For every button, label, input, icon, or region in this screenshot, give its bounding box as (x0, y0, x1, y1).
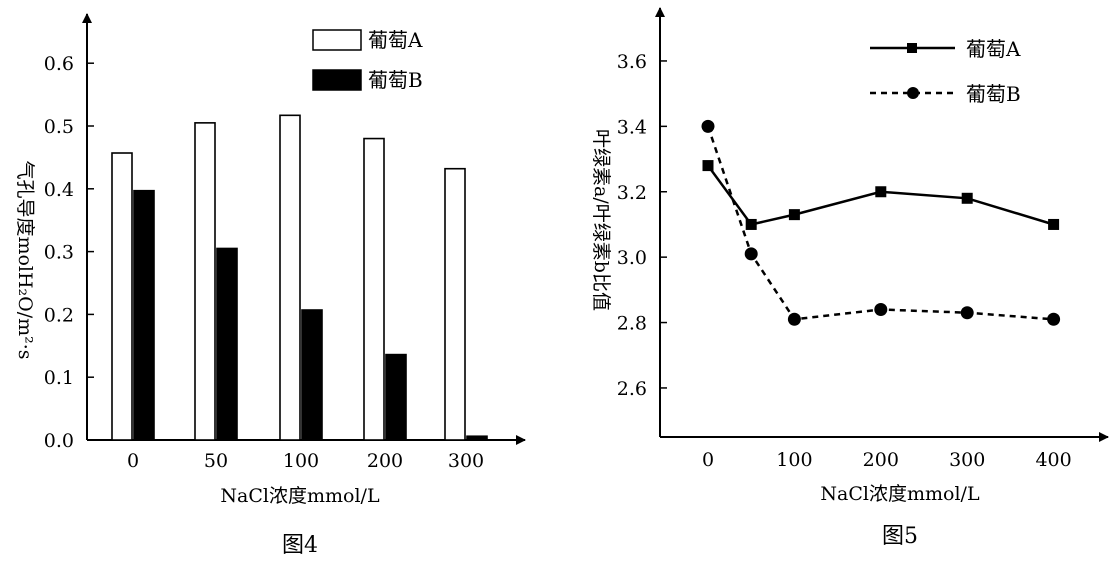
bar-grape-a (444, 167, 466, 441)
series-line-grape-a (706, 164, 1054, 226)
data-point-grape-b (1047, 312, 1061, 326)
y-axis-label: 气孔导度molH₂O/m²·s (14, 160, 36, 359)
data-point-grape-b (874, 302, 888, 316)
x-ticks: 0 50 100 200 300 (127, 450, 484, 472)
figure-caption: 图5 (882, 524, 918, 549)
x-tick-label: 400 (1035, 449, 1071, 471)
y-tick-label: 0.6 (44, 53, 74, 75)
data-point-grape-b (701, 119, 715, 133)
x-tick-label: 200 (863, 449, 899, 471)
data-point-grape-a (788, 209, 800, 221)
y-tick-label: 3.0 (617, 247, 647, 269)
y-axis-label: 叶绿素a/叶绿素b比值 (590, 129, 612, 311)
data-point-grape-b (744, 247, 758, 261)
bar-grape-b (301, 309, 323, 441)
bar-grape-b (466, 435, 488, 441)
series-line-grape-b (706, 125, 1054, 321)
y-tick-label: 0.3 (44, 242, 74, 264)
legend-label-b: 葡萄B (966, 82, 1021, 106)
figure-caption: 图4 (282, 533, 318, 558)
series-markers (701, 119, 1061, 326)
x-tick-label: 100 (283, 450, 319, 472)
legend-label-b: 葡萄B (368, 68, 423, 92)
data-point-grape-b (960, 306, 974, 320)
series-lines (706, 125, 1054, 321)
data-point-grape-a (961, 192, 973, 204)
bar-grape-b (385, 353, 407, 441)
x-tick-label: 200 (367, 450, 403, 472)
x-axis-label: NaCl浓度mmol/L (820, 483, 980, 505)
legend-swatch-b (312, 69, 362, 91)
data-point-grape-a (702, 160, 714, 172)
x-tick-label: 0 (702, 449, 714, 471)
bar-grape-b (133, 189, 155, 441)
legend-marker-a (907, 43, 917, 53)
legend: 葡萄A 葡萄B (312, 28, 423, 92)
line-chart: 2.6 2.8 3.0 3.2 3.4 3.6 0 100 200 300 400 叶绿素a/叶绿… (590, 7, 1109, 549)
bar-chart: 0.0 0.1 0.2 0.3 0.4 0.5 0.6 0 50 100 200 300 气孔导度m… (14, 13, 526, 558)
x-tick-label: 300 (448, 450, 484, 472)
y-tick-label: 2.8 (617, 313, 647, 335)
bar-grape-a (111, 152, 133, 441)
y-tick-label: 3.2 (617, 182, 647, 204)
y-tick-label: 0.4 (44, 179, 74, 201)
bar-grape-b (216, 247, 238, 441)
x-axis-label: NaCl浓度mmol/L (220, 485, 380, 507)
y-tick-label: 3.6 (617, 51, 647, 73)
y-tick-label: 0.2 (44, 304, 74, 326)
y-tick-label: 0.5 (44, 116, 74, 138)
data-point-grape-a (875, 186, 887, 198)
bar-grape-a (194, 122, 216, 441)
bars (111, 114, 488, 441)
data-point-grape-b (787, 312, 801, 326)
bar-grape-a (279, 114, 301, 441)
y-tick-label: 0.0 (44, 430, 74, 452)
x-tick-label: 0 (127, 450, 139, 472)
y-ticks: 0.0 0.1 0.2 0.3 0.4 0.5 0.6 (44, 53, 94, 452)
x-tick-label: 300 (949, 449, 985, 471)
x-tick-label: 50 (204, 450, 228, 472)
legend: 葡萄A 葡萄B (870, 37, 1021, 106)
y-tick-label: 3.4 (617, 116, 647, 138)
y-tick-label: 0.1 (44, 367, 74, 389)
x-ticks: 0 100 200 300 400 (702, 449, 1072, 471)
legend-label-a: 葡萄A (368, 28, 423, 52)
data-point-grape-a (1048, 218, 1060, 230)
x-tick-label: 100 (776, 449, 812, 471)
y-tick-label: 2.6 (617, 378, 647, 400)
y-ticks: 2.6 2.8 3.0 3.2 3.4 3.6 (617, 51, 667, 400)
bar-grape-a (363, 137, 385, 441)
legend-marker-b (907, 87, 919, 99)
legend-swatch-a (312, 29, 362, 51)
legend-label-a: 葡萄A (966, 37, 1021, 61)
data-point-grape-a (745, 218, 757, 230)
